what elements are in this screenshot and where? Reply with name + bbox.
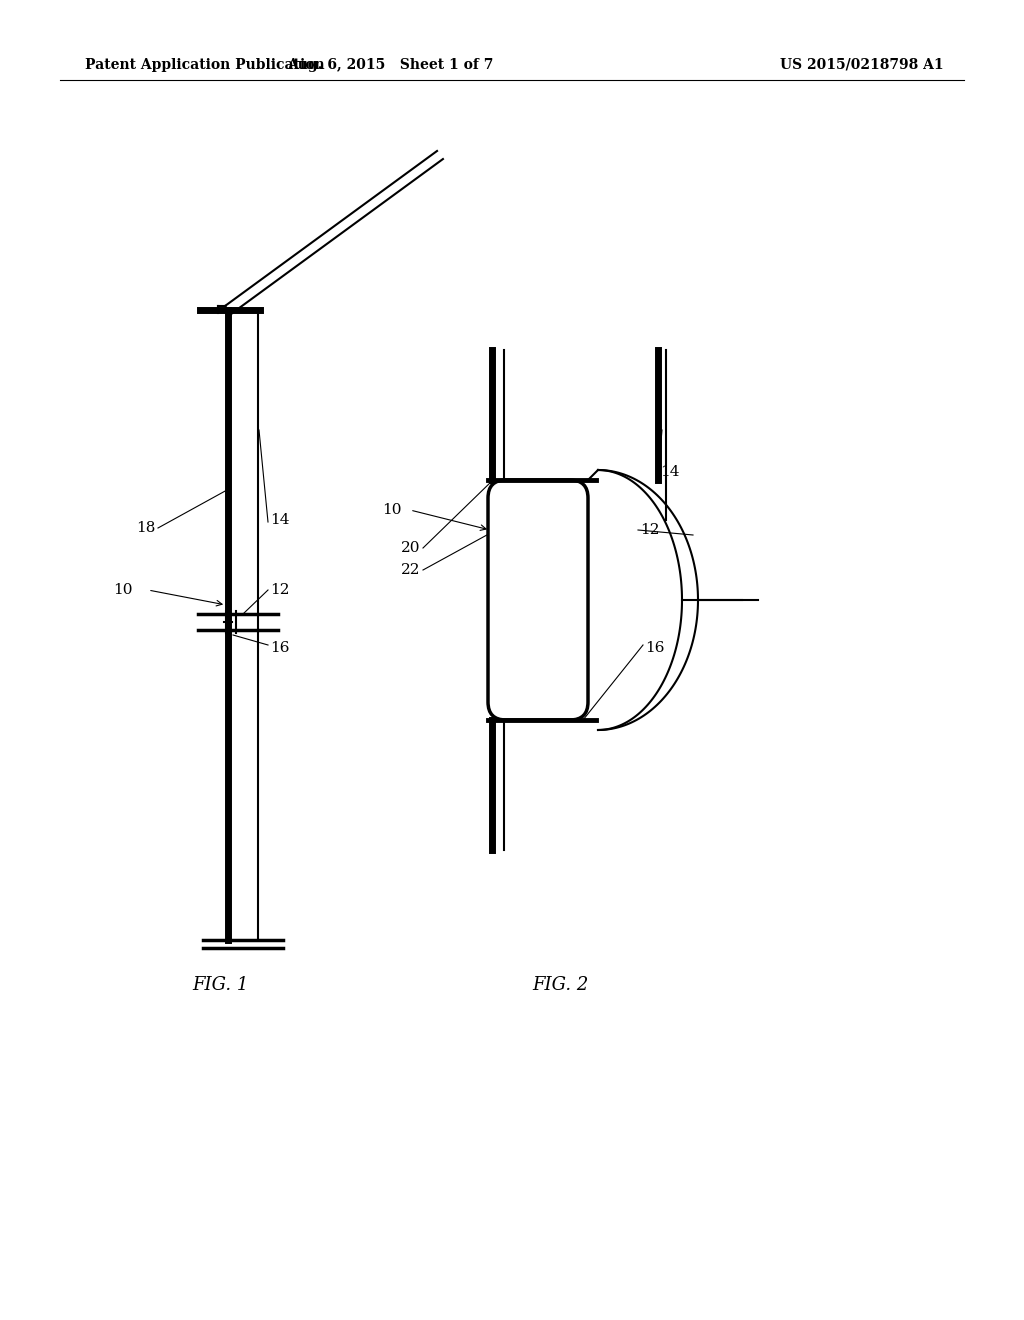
- Text: 10: 10: [383, 503, 402, 517]
- Text: 10: 10: [114, 583, 133, 597]
- Text: 12: 12: [640, 523, 659, 537]
- Text: 22: 22: [400, 564, 420, 577]
- Text: 18: 18: [135, 521, 155, 535]
- Text: 20: 20: [400, 541, 420, 554]
- Text: 14: 14: [660, 465, 680, 479]
- Text: Patent Application Publication: Patent Application Publication: [85, 58, 325, 73]
- Text: US 2015/0218798 A1: US 2015/0218798 A1: [780, 58, 944, 73]
- Text: 16: 16: [270, 642, 290, 655]
- Text: FIG. 1: FIG. 1: [191, 975, 248, 994]
- FancyBboxPatch shape: [488, 480, 588, 719]
- Text: 14: 14: [270, 513, 290, 527]
- Text: 12: 12: [270, 583, 290, 597]
- Text: 16: 16: [645, 642, 665, 655]
- Text: Aug. 6, 2015   Sheet 1 of 7: Aug. 6, 2015 Sheet 1 of 7: [287, 58, 494, 73]
- Text: FIG. 2: FIG. 2: [531, 975, 588, 994]
